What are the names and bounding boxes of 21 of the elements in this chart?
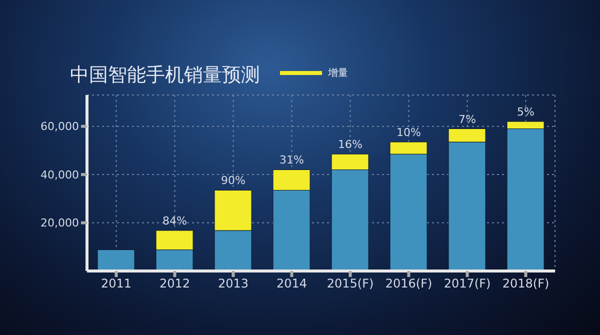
y-tick-label: 20,000 [40,216,79,230]
annotation: 90% [221,174,246,188]
x-tick-label: 2012 [159,276,190,291]
annotation: 16% [338,138,362,152]
bar [97,250,135,271]
y-tick-label: 40,000 [40,168,79,182]
annotation: 10% [396,126,421,140]
legend-label: 增量 [328,67,348,80]
annotation: 84% [162,214,187,228]
x-tick-label: 2014 [276,276,308,291]
x-tick-label: 2017(F) [444,276,491,291]
annotation: 31% [280,154,304,167]
y-tick-label: 60,000 [40,120,79,134]
annotation: 5% [517,106,534,119]
x-tick-label: 2018(F) [502,276,550,291]
x-tick-label: 2016(F) [385,276,432,291]
x-tick-label: 2015(F) [326,276,374,291]
chart-title: 中国智能手机销量预测 [70,63,260,88]
annotation: 7% [458,112,476,126]
x-tick-label: 2011 [100,276,132,291]
x-tick-label: 2013 [218,276,249,291]
